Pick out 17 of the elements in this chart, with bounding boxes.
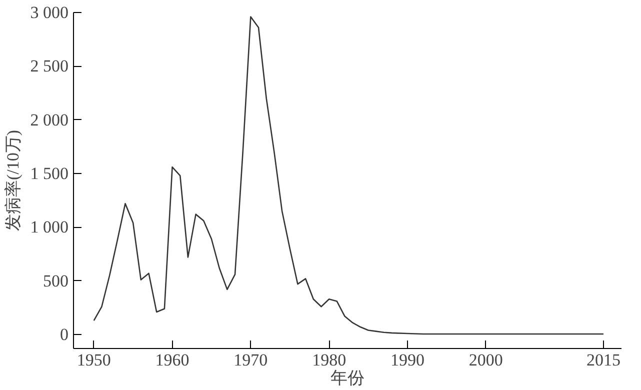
x-tick-label: 1950 [76, 350, 111, 370]
x-tick-label: 2015 [586, 350, 620, 370]
y-axis-title: 发病率(/10万) [3, 130, 22, 232]
x-tick-label: 1990 [390, 350, 424, 370]
x-tick-label: 1960 [155, 350, 190, 370]
y-tick-label: 1 500 [30, 164, 68, 184]
line-series [93, 16, 604, 335]
y-tick-label: 1 000 [30, 218, 68, 237]
y-tick-label: 2 500 [30, 56, 68, 76]
y-tick-label: 3 000 [30, 3, 68, 22]
y-tick-label: 2 000 [30, 110, 68, 130]
y-tick-label: 500 [43, 271, 68, 290]
y-tick-label: 0 [60, 325, 68, 344]
x-tick-label: 1980 [312, 350, 346, 370]
x-tick-label: 1970 [234, 350, 268, 370]
x-tick-label: 2000 [468, 350, 503, 370]
x-axis-title: 年份 [330, 368, 364, 388]
